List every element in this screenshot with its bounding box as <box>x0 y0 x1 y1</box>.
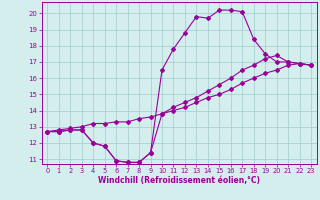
X-axis label: Windchill (Refroidissement éolien,°C): Windchill (Refroidissement éolien,°C) <box>98 176 260 185</box>
